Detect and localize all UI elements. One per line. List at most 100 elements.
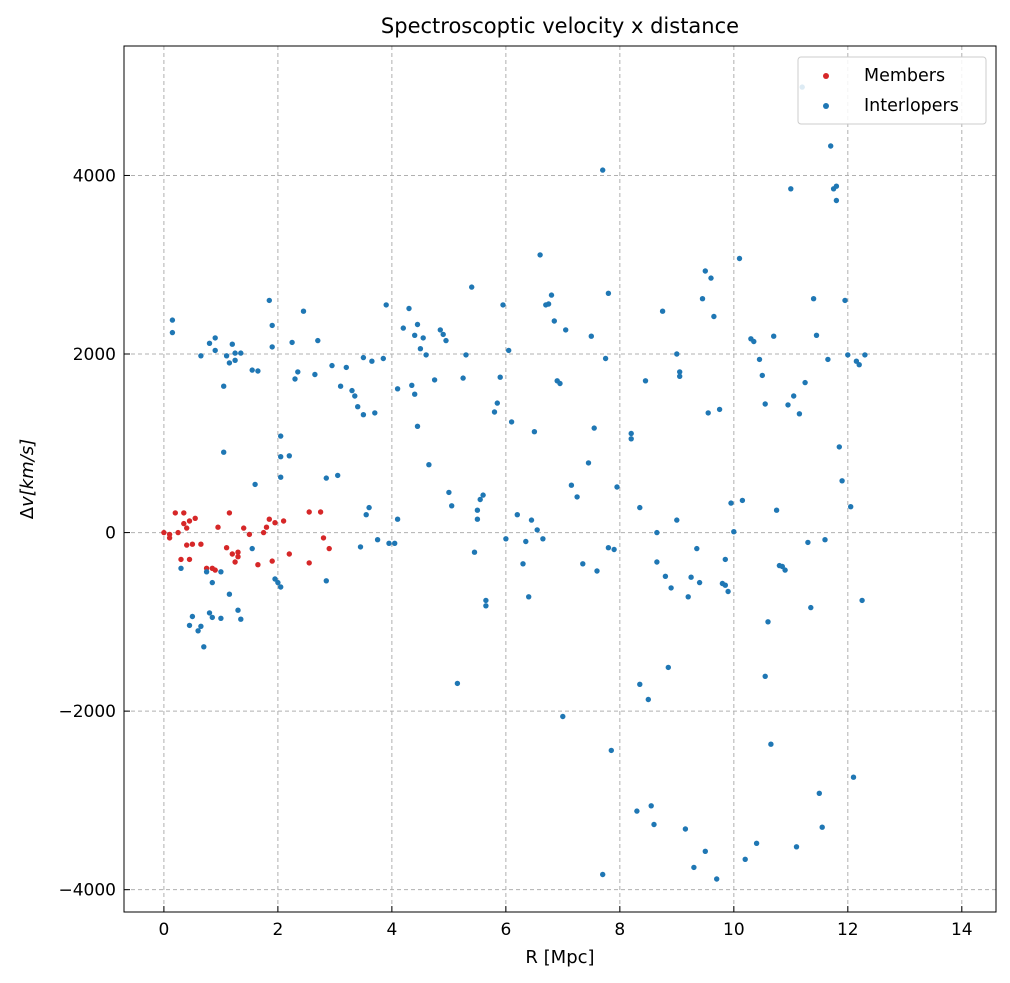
interloper-point bbox=[426, 462, 432, 468]
interloper-point bbox=[580, 561, 586, 567]
member-point bbox=[320, 535, 327, 541]
interloper-point bbox=[349, 387, 355, 394]
member-point bbox=[166, 531, 173, 538]
interloper-point bbox=[568, 482, 575, 488]
x-tick-label: 10 bbox=[723, 920, 745, 940]
member-point bbox=[212, 567, 218, 573]
member-point bbox=[255, 562, 261, 568]
interloper-point bbox=[477, 496, 483, 503]
interloper-point bbox=[315, 337, 321, 344]
interloper-point bbox=[474, 507, 481, 513]
interloper-point bbox=[295, 369, 301, 375]
interloper-point bbox=[449, 503, 455, 509]
interloper-point bbox=[842, 297, 848, 304]
interloper-point bbox=[540, 536, 546, 542]
interloper-point bbox=[591, 425, 597, 431]
member-point bbox=[198, 541, 204, 547]
interloper-point bbox=[235, 607, 241, 613]
interloper-point bbox=[278, 433, 284, 439]
member-point bbox=[326, 545, 332, 552]
interloper-point bbox=[526, 594, 532, 600]
interloper-point bbox=[412, 391, 418, 397]
interloper-point bbox=[659, 308, 666, 314]
interloper-point bbox=[343, 364, 349, 371]
interloper-point bbox=[765, 619, 771, 625]
interloper-point bbox=[483, 597, 489, 604]
interloper-point bbox=[585, 460, 592, 466]
interloper-point bbox=[594, 568, 600, 574]
interloper-point bbox=[614, 484, 620, 490]
interloper-point bbox=[400, 325, 406, 331]
interloper-point bbox=[756, 356, 763, 363]
interloper-point bbox=[329, 362, 335, 369]
member-point bbox=[272, 520, 278, 526]
member-point bbox=[175, 529, 181, 536]
interloper-point bbox=[531, 429, 538, 435]
y-tick-label: 4000 bbox=[73, 166, 116, 186]
interloper-point bbox=[255, 368, 261, 374]
interloper-point bbox=[289, 339, 295, 346]
interloper-point bbox=[742, 856, 748, 862]
interloper-point bbox=[739, 497, 746, 504]
interloper-point bbox=[557, 380, 563, 387]
interloper-point bbox=[808, 604, 814, 611]
interloper-point bbox=[229, 341, 235, 347]
interloper-point bbox=[223, 353, 230, 359]
interloper-point bbox=[275, 579, 281, 586]
member-point bbox=[306, 560, 312, 566]
interloper-point bbox=[506, 347, 512, 354]
interloper-point bbox=[534, 527, 540, 533]
interloper-point bbox=[201, 644, 207, 650]
x-tick-label: 14 bbox=[951, 920, 973, 940]
interloper-point bbox=[833, 183, 840, 189]
interloper-point bbox=[628, 430, 634, 437]
interloper-point bbox=[642, 378, 649, 384]
interloper-point bbox=[249, 545, 255, 552]
interloper-point bbox=[355, 404, 361, 410]
interloper-point bbox=[420, 335, 426, 341]
interloper-point bbox=[711, 313, 717, 320]
interloper-point bbox=[563, 327, 569, 333]
interloper-point bbox=[238, 616, 244, 622]
interloper-point bbox=[574, 494, 580, 500]
interloper-point bbox=[169, 329, 176, 336]
interloper-point bbox=[454, 680, 461, 687]
interloper-point bbox=[357, 544, 364, 550]
interloper-point bbox=[702, 848, 708, 854]
member-point bbox=[241, 525, 247, 531]
y-axis-title-prefix: Δ bbox=[17, 506, 38, 519]
interloper-point bbox=[480, 492, 486, 498]
interloper-point bbox=[440, 331, 446, 338]
member-point bbox=[223, 545, 230, 551]
interloper-point bbox=[335, 472, 341, 479]
interloper-point bbox=[409, 382, 415, 388]
interloper-point bbox=[688, 574, 694, 580]
interloper-point bbox=[392, 540, 398, 546]
x-tick-label: 4 bbox=[386, 920, 397, 940]
member-point bbox=[189, 541, 196, 547]
x-tick-label: 6 bbox=[500, 920, 511, 940]
interloper-point bbox=[674, 517, 680, 523]
interloper-point bbox=[802, 379, 808, 386]
interloper-point bbox=[360, 412, 367, 418]
interloper-point bbox=[471, 549, 478, 555]
interloper-point bbox=[209, 579, 215, 586]
legend-label-members: Members bbox=[864, 66, 945, 86]
member-point bbox=[181, 510, 187, 516]
legend-box bbox=[797, 56, 987, 125]
interloper-point bbox=[825, 356, 831, 363]
interloper-point bbox=[206, 610, 213, 616]
interloper-point bbox=[611, 546, 617, 553]
legend: Members Interlopers bbox=[797, 56, 987, 125]
interloper-point bbox=[323, 475, 329, 481]
member-point bbox=[215, 524, 221, 530]
interloper-point bbox=[249, 367, 255, 373]
interloper-point bbox=[677, 373, 683, 379]
interloper-point bbox=[600, 167, 606, 173]
interloper-point bbox=[828, 143, 834, 149]
y-tick-label: 0 bbox=[105, 524, 116, 544]
grid-layer bbox=[124, 46, 996, 912]
interloper-point bbox=[668, 585, 674, 591]
interloper-point bbox=[602, 355, 609, 362]
y-axis-title-unit: [km/s] bbox=[17, 439, 38, 496]
